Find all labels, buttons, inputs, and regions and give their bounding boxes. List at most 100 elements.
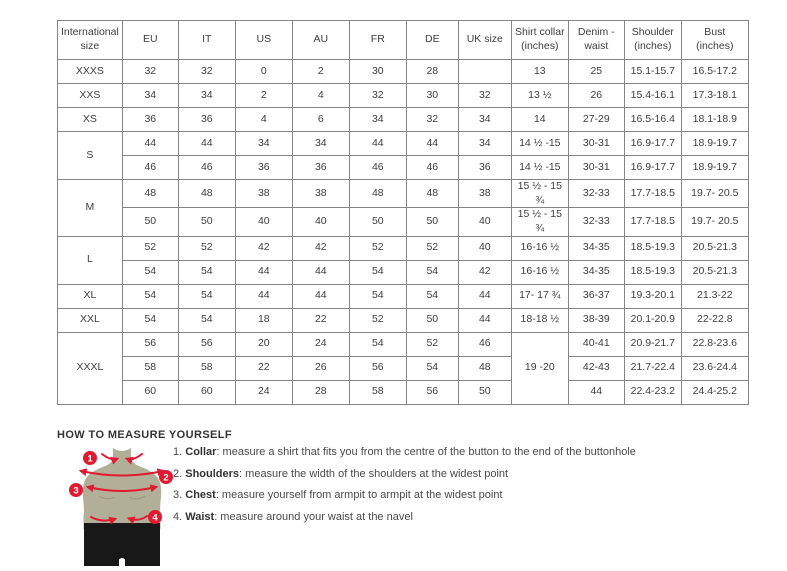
step-text: : measure around your waist at the navel <box>214 510 413 523</box>
table-row: XXS 34 34 2 4 32 30 32 13 ½ 26 15.4-16.1 17.3-18.1 <box>57 83 749 108</box>
table-cell: 54 <box>348 283 407 309</box>
table-cell: 16.9-17.7 <box>623 155 682 180</box>
table-cell: 19.7- 20.5 <box>680 178 749 209</box>
table-cell: 52 <box>177 235 236 261</box>
table-cell: 32-33 <box>567 178 625 209</box>
measure-figure: 1 2 3 4 <box>57 447 187 566</box>
badge-3-number: 3 <box>73 485 78 496</box>
table-cell: 23.6-24.4 <box>680 355 749 381</box>
table-cell: 34 <box>234 131 293 156</box>
table-cell: XS <box>57 107 123 132</box>
table-cell: 48 <box>405 178 459 209</box>
table-cell: 16-16 ½ <box>510 235 569 261</box>
table-cell: 32 <box>405 107 459 132</box>
table-cell: 16.5-16.4 <box>623 107 682 132</box>
badge-2-number: 2 <box>163 472 168 483</box>
table-cell: 52 <box>405 235 459 261</box>
table-row: XXL 54 54 18 22 52 50 44 18-18 ½ 38-39 20.1-20.9 22… <box>57 307 749 333</box>
table-cell: 15 ½ - 15 ¾ <box>510 207 569 237</box>
table-row: M 48 48 38 38 48 48 38 15 ½ - 15 ¾ 32-33 17.7-18.5… <box>57 178 749 237</box>
measure-step: 1. Collar: measure a shirt that fits you… <box>173 446 636 468</box>
column-header: DE <box>405 20 459 60</box>
table-cell: 32 <box>177 59 236 84</box>
table-cell: 40-41 <box>567 331 625 357</box>
table-cell: 30-31 <box>567 155 625 180</box>
table-row: 60 60 24 28 58 56 50 44 22.4-23.2 24.4-25.2 <box>58 379 749 405</box>
table-cell: 56 <box>177 331 236 357</box>
table-cell: 44 <box>457 307 512 333</box>
column-header: IT <box>177 20 236 60</box>
table-cell: 58 <box>177 355 236 381</box>
table-cell: 18.5-19.3 <box>623 235 682 261</box>
table-row: 50 50 40 40 50 50 40 15 ½ - 15 ¾ 32-33 17.7-18.5 1… <box>58 207 749 237</box>
table-cell: 20.5-21.3 <box>680 235 749 261</box>
table-cell: 42 <box>234 235 293 261</box>
table-cell: 44 <box>348 131 407 156</box>
table-cell: 44 <box>291 259 350 285</box>
step-text: : measure a shirt that fits you from the… <box>216 446 636 458</box>
table-cell: 50 <box>121 207 179 237</box>
table-cell: 21.3-22 <box>680 283 749 309</box>
column-header: International size <box>57 20 123 60</box>
table-cell: 34-35 <box>567 259 625 285</box>
table-cell: 44 <box>177 131 236 156</box>
table-cell: 54 <box>405 355 459 381</box>
table-cell: 58 <box>348 379 407 405</box>
column-header: FR <box>348 20 407 60</box>
shoulder-arrow-icon <box>78 468 166 477</box>
table-cell: 22.8-23.6 <box>680 331 749 357</box>
badge-2-circle <box>159 470 173 484</box>
chest-contour-right-icon <box>128 495 146 500</box>
size-chart-table: International size EU IT US AU FR DE UK size Shi… <box>57 20 749 405</box>
table-cell: 50 <box>348 207 407 237</box>
table-cell: 13 <box>510 59 569 84</box>
table-cell: 34-35 <box>567 235 625 261</box>
table-cell: 46 <box>177 155 236 180</box>
table-cell: 44 <box>457 283 512 309</box>
step-label: Collar <box>185 446 217 458</box>
table-cell: 13 ½ <box>510 83 569 108</box>
table-cell: 38-39 <box>567 307 625 333</box>
table-cell: 25 <box>567 59 625 84</box>
table-row: XXXS 32 32 0 2 30 28 13 25 15.1-15.7 16.5-17.2 <box>57 59 749 84</box>
measure-heading: HOW TO MEASURE YOURSELF <box>57 429 233 441</box>
table-cell: 42-43 <box>567 355 625 381</box>
table-cell: 46 <box>348 155 407 180</box>
table-cell: 52 <box>405 331 459 357</box>
table-cell: 21.7-22.4 <box>623 355 682 381</box>
table-cell: 38 <box>234 178 293 209</box>
table-cell: 54 <box>177 283 236 309</box>
step-number: 1. <box>173 446 183 458</box>
badge-1-number: 1 <box>87 453 93 464</box>
measure-step: 3. Chest: measure yourself from armpit t… <box>173 489 636 511</box>
table-cell: 19.3-20.1 <box>623 283 682 309</box>
table-cell: 19.7- 20.5 <box>680 207 749 237</box>
table-cell: 38 <box>291 178 350 209</box>
table-cell: 54 <box>348 331 407 357</box>
table-cell: 4 <box>291 83 350 108</box>
table-cell: 54 <box>121 283 179 309</box>
table-cell: 44 <box>121 131 179 156</box>
table-cell: 16.5-17.2 <box>680 59 749 84</box>
table-cell: 18.5-19.3 <box>623 259 682 285</box>
badge-3-circle <box>69 483 83 497</box>
table-cell: 34 <box>348 107 407 132</box>
table-cell: 44 <box>567 379 625 405</box>
table-cell: 40 <box>457 207 512 237</box>
table-cell: 36 <box>291 155 350 180</box>
size-chart-header: International size EU IT US AU FR DE UK size Shi… <box>57 20 749 60</box>
table-cell: 60 <box>177 379 236 405</box>
table-cell: 18.9-19.7 <box>680 131 749 156</box>
table-cell: 50 <box>177 207 236 237</box>
table-cell: XXL <box>57 307 123 333</box>
table-cell: 18 <box>234 307 293 333</box>
table-cell: 44 <box>234 259 293 285</box>
table-cell: 54 <box>177 259 236 285</box>
table-cell: 56 <box>121 331 179 357</box>
table-cell: 58 <box>121 355 179 381</box>
table-cell: 36 <box>457 155 512 180</box>
table-cell: 54 <box>177 307 236 333</box>
table-cell: 46 <box>457 331 512 357</box>
collar-arrow-right-icon <box>124 453 143 465</box>
step-number: 4. <box>173 510 183 523</box>
